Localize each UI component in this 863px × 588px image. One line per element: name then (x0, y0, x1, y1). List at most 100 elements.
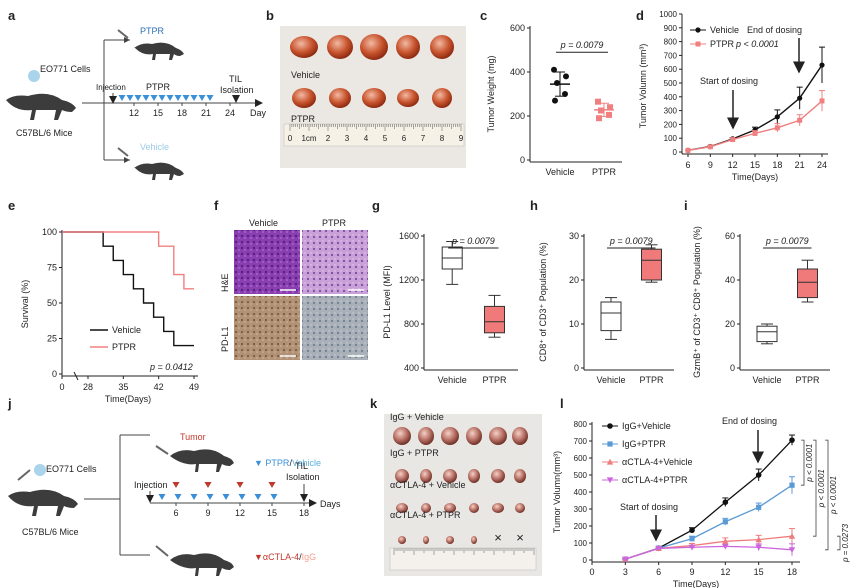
ruler-label: 1cm (301, 134, 316, 143)
x-tick-label: 12 (728, 160, 738, 170)
data-point (607, 104, 613, 111)
y-tick-label: 40 (725, 275, 735, 285)
ruler-label: 8 (440, 134, 445, 143)
chart-c: 0 200 400 600 Tumor Weight (mg) Vehicle PTPR p … (486, 23, 622, 177)
dose-marker-red (236, 482, 244, 488)
dose-marker-blue (254, 494, 262, 500)
chart-e: 0 25 50 75 100 Survival (%) 0 28 35 42 49 Time(Days… (20, 227, 199, 404)
y-tick-label: 700 (574, 437, 588, 446)
data-point (562, 91, 568, 97)
data-point (622, 556, 629, 563)
series-line (625, 545, 793, 560)
y-tick-label: 700 (664, 51, 678, 60)
data-point (797, 95, 803, 101)
panel-label-a: a (8, 8, 16, 23)
sig-bracket (801, 439, 805, 486)
y-axis-label: PD-L1 Level (MFI) (382, 265, 392, 339)
dose-marker-red (204, 482, 212, 488)
tumor-sample (514, 469, 526, 483)
y-tick-label: 30 (569, 231, 579, 241)
tumor-ptpr (397, 89, 419, 107)
y-tick-label: 100 (42, 227, 57, 237)
tumor-sample (471, 536, 477, 544)
ruler-label: 7 (421, 134, 426, 143)
data-point (689, 527, 695, 534)
y-tick-label: 25 (47, 334, 57, 344)
dose-marker (158, 95, 166, 101)
y-axis-label: Survival (%) (20, 280, 30, 329)
y-tick-label: 400 (664, 93, 678, 102)
x-tick-label: 35 (118, 382, 128, 392)
legend-label: IgG+PTPR (622, 439, 666, 449)
data-point (722, 543, 729, 550)
y-tick-label: 300 (664, 107, 678, 116)
panel-b-photo: Vehicle PTPR 0 1cm 2 3 4 5 6 7 8 9 (280, 26, 466, 168)
y-tick-label: 500 (664, 79, 678, 88)
dosing-label: PTPR (146, 82, 171, 92)
days-label-j: Days (320, 499, 341, 509)
mice-label: C57BL/6 Mice (16, 128, 73, 138)
legend-marker (695, 41, 701, 47)
y-tick-label: 600 (664, 65, 678, 74)
bottom-arm-label: Vehicle (140, 142, 169, 152)
chart-l: 0 100 200 300 400 500 600 700 800 Tumor Volumn(mm… (552, 416, 850, 588)
panel-label-j: j (7, 396, 12, 411)
data-point (607, 441, 613, 447)
panel-label-k: k (370, 396, 378, 411)
ruler-label: 0 (288, 134, 293, 143)
timeline-tick-label: 12 (235, 508, 245, 518)
tumor-sample (398, 536, 406, 544)
x-tick-label: 18 (772, 160, 782, 170)
y-tick-label: 0 (730, 363, 735, 373)
y-tick-label: 1600 (399, 231, 419, 241)
timeline-tick-label: 15 (267, 508, 277, 518)
ruler-label: 4 (364, 134, 369, 143)
x-tick-label: 6 (685, 160, 690, 170)
panel-f-histology: Vehicle PTPR H&E PD-L1 (220, 218, 368, 360)
dose-marker-blue (206, 494, 214, 500)
tumor-sample (515, 503, 525, 513)
x-tick-label: 6 (656, 567, 661, 577)
tumor-sample (468, 469, 480, 483)
ruler-label: 5 (383, 134, 388, 143)
cells-label: EO771 Cells (40, 64, 91, 74)
he-vehicle-image (234, 230, 300, 294)
tumor-label: Tumor (180, 432, 206, 442)
data-point (689, 536, 695, 542)
panel-k-photo: IgG + Vehicle IgG + PTPR αCTLA-4 + Vehicle… (384, 412, 542, 576)
dose-marker-blue (158, 494, 166, 500)
dose-marker (142, 95, 150, 101)
timeline-tick-label: 9 (205, 508, 210, 518)
data-point (606, 458, 614, 465)
row-label-pdl1: PD-L1 (220, 326, 230, 352)
p-value-label: p < 0.0001 (735, 39, 779, 49)
data-point (722, 538, 729, 544)
data-point (606, 477, 614, 484)
p-value-label: p < 0.0001 (805, 444, 814, 483)
syringe-ctla-icon (155, 545, 169, 557)
dose-marker (166, 95, 174, 101)
panel-j-schematic: EO771 Cells C57BL/6 Mice Tumor ▼ PTPR/Ve… (8, 432, 341, 576)
x-tick-label: 42 (154, 382, 164, 392)
y-tick-label: 20 (725, 319, 735, 329)
mouse-bottom-icon (134, 162, 184, 180)
syringe-bottom-icon (117, 147, 129, 157)
tumor-vehicle (396, 35, 420, 59)
col-label-vehicle: Vehicle (249, 218, 278, 228)
data-point (774, 114, 780, 120)
y-tick-label: 800 (664, 38, 678, 47)
y-tick-label: 900 (664, 24, 678, 33)
tumor-sample (443, 469, 457, 483)
tumor-vehicle (290, 36, 318, 58)
syringe-tumor-icon (155, 445, 169, 455)
y-axis-label: Tumor Volumn(mm³) (552, 451, 562, 533)
tumor-sample (393, 427, 411, 445)
cells-label-j: EO771 Cells (46, 464, 97, 474)
mouse-top-icon (134, 42, 184, 60)
mouse-icon (6, 93, 76, 120)
vehicle-label: Vehicle (291, 70, 320, 80)
legend-label: αCTLA-4+PTPR (622, 475, 688, 485)
data-point (596, 115, 602, 122)
y-tick-label: 600 (510, 23, 525, 33)
